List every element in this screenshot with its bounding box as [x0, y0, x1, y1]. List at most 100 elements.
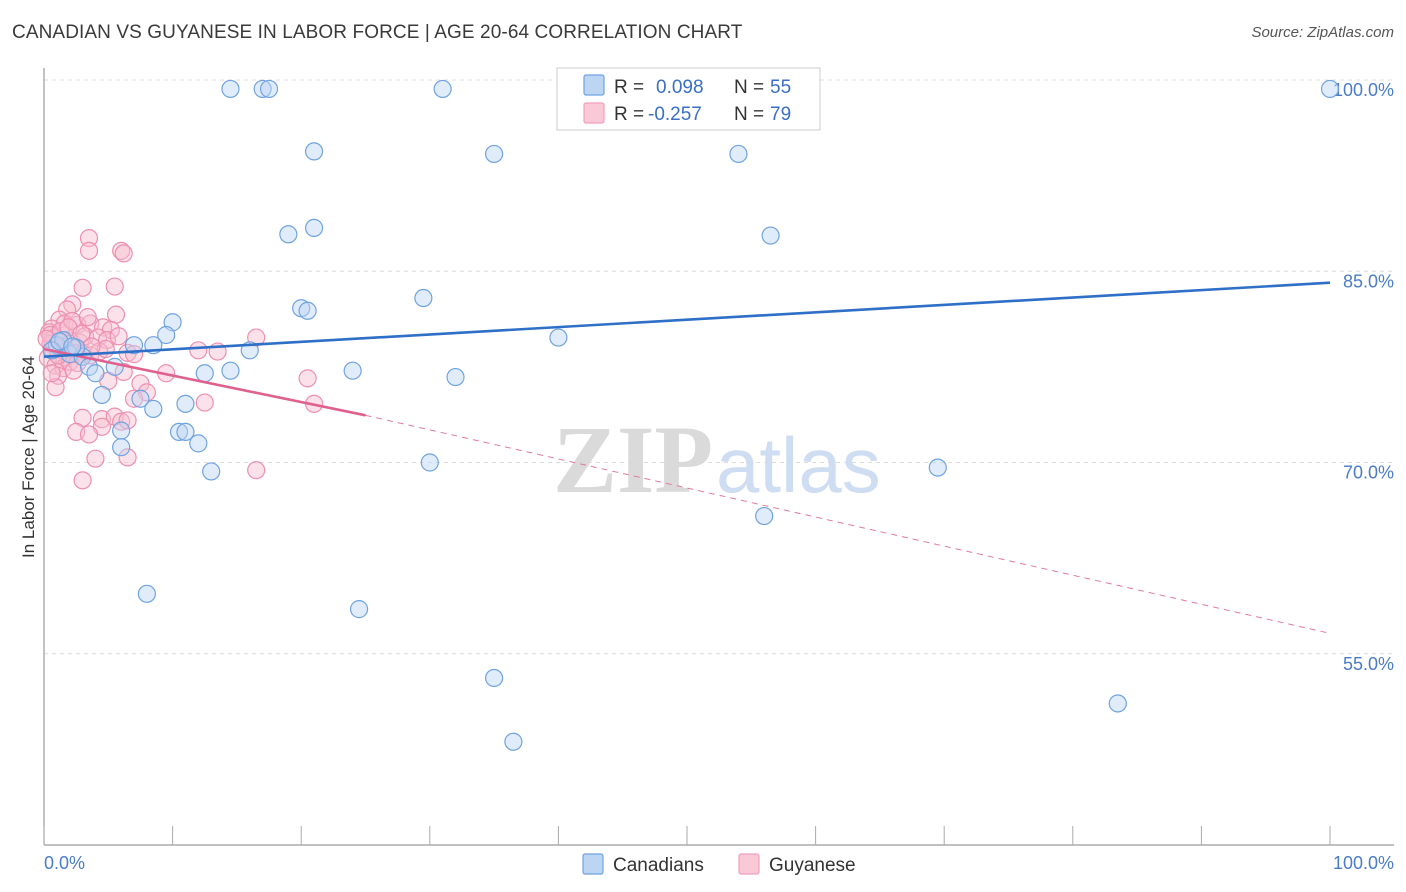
canadians-point-50 — [1108, 694, 1127, 713]
canadians-point-41 — [189, 434, 208, 453]
canadians-point-30 — [195, 364, 214, 383]
canadians-point-6 — [1320, 79, 1340, 99]
legend-n-label-guyanese: N = — [734, 104, 764, 125]
guyanese-point-61 — [86, 449, 105, 468]
x-axis-ticks — [43, 826, 1331, 845]
guyanese-point-8 — [106, 305, 126, 324]
legend-r-value-guyanese: -0.257 — [648, 104, 702, 125]
canadians-point-15 — [414, 288, 433, 308]
x-tick-label-0: 0.0% — [44, 853, 85, 873]
guyanese-point-51 — [195, 393, 214, 412]
canadians-point-35 — [131, 389, 150, 408]
y-axis-label: In Labor Force | Age 20-64 — [19, 356, 38, 558]
bottom-legend-swatch-guyanese — [738, 853, 760, 875]
canadians-point-1 — [253, 79, 272, 99]
guyanese-trend-line — [43, 347, 366, 417]
canadians-point-34 — [92, 385, 111, 405]
guyanese-point-7 — [58, 300, 77, 319]
canadians-point-17 — [157, 325, 176, 345]
y-tick-label-55: 55.0% — [1343, 654, 1394, 674]
canadians-point-29 — [86, 364, 105, 383]
guyanese-point-63 — [247, 461, 266, 480]
series-legend: Canadians Guyanese — [582, 853, 856, 876]
canadians-point-37 — [144, 399, 163, 419]
y-tick-label-100: 100.0% — [1333, 80, 1394, 100]
canadians-point-10 — [279, 225, 298, 244]
canadians-point-24 — [124, 336, 144, 355]
canadians-point-3 — [433, 79, 452, 99]
canadians-point-51 — [504, 732, 523, 751]
series-guyanese-points — [37, 229, 324, 490]
legend-r-label-canadians: R = — [614, 77, 644, 98]
watermark-zip: ZIP — [553, 406, 713, 513]
legend-swatch-canadians — [583, 74, 605, 96]
guyanese-point-58 — [118, 411, 137, 430]
guyanese-point-68 — [78, 308, 97, 327]
guyanese-point-60 — [79, 425, 99, 444]
legend-n-value-canadians: 55 — [770, 77, 791, 98]
canadians-point-38 — [112, 421, 131, 440]
guyanese-point-77 — [109, 327, 128, 346]
guyanese-point-1 — [79, 241, 99, 260]
canadians-point-0 — [221, 79, 240, 99]
canadians-trend-line — [43, 281, 1331, 358]
canadians-point-46 — [755, 506, 774, 526]
guyanese-point-64 — [73, 471, 92, 490]
guyanese-point-48 — [298, 369, 317, 388]
canadians-point-2 — [259, 79, 279, 99]
guyanese-point-78 — [42, 364, 61, 383]
guyanese-point-5 — [73, 278, 92, 297]
guyanese-point-72 — [114, 362, 133, 382]
guyanese-point-71 — [72, 324, 91, 343]
canadians-point-33 — [446, 367, 465, 387]
canadians-point-48 — [349, 600, 369, 619]
guyanese-point-2 — [112, 241, 131, 260]
canadians-point-45 — [928, 458, 947, 477]
legend-swatch-guyanese — [583, 102, 605, 124]
watermark: ZIP atlas — [553, 406, 881, 513]
bottom-legend-label-canadians: Canadians — [613, 855, 704, 876]
canadians-point-49 — [485, 668, 504, 688]
canadians-point-43 — [202, 462, 221, 481]
canadians-point-39 — [169, 422, 189, 441]
canadians-point-47 — [137, 584, 156, 603]
x-tick-label-100: 100.0% — [1333, 853, 1394, 873]
guyanese-point-4 — [105, 277, 124, 296]
canadians-point-31 — [221, 361, 240, 380]
y-tick-label-70: 70.0% — [1343, 463, 1394, 483]
guyanese-point-62 — [118, 448, 137, 467]
canadians-point-18 — [549, 328, 568, 347]
canadians-point-40 — [176, 422, 195, 441]
y-tick-label-85: 85.0% — [1343, 271, 1394, 291]
legend-r-value-canadians: 0.098 — [656, 77, 704, 98]
canadians-point-7 — [304, 142, 324, 161]
watermark-atlas: atlas — [716, 421, 881, 509]
canadians-point-11 — [304, 218, 324, 237]
guyanese-point-50 — [124, 389, 144, 408]
canadians-point-42 — [112, 438, 131, 457]
legend-n-value-guyanese: 79 — [770, 104, 791, 125]
stats-legend: R = 0.098 N = 55 R = -0.257 N = 79 — [556, 67, 821, 131]
guyanese-point-39 — [46, 378, 65, 397]
y-tick-labels: 55.0% 70.0% 85.0% 100.0% — [1333, 80, 1394, 674]
gridlines — [44, 79, 1394, 655]
guyanese-point-3 — [114, 244, 133, 263]
canadians-point-27 — [105, 357, 124, 376]
guyanese-point-0 — [79, 229, 99, 248]
canadians-point-36 — [176, 394, 195, 413]
canadians-point-9 — [729, 144, 748, 164]
canadians-point-32 — [343, 361, 362, 380]
source-credit: Source: ZipAtlas.com — [1251, 24, 1394, 41]
canadians-point-14 — [298, 301, 317, 320]
chart-title: CANADIAN VS GUYANESE IN LABOR FORCE | AG… — [12, 22, 743, 43]
bottom-legend-swatch-canadians — [582, 853, 604, 875]
canadians-point-8 — [485, 144, 504, 164]
bottom-legend-label-guyanese: Guyanese — [769, 855, 856, 876]
guyanese-point-41 — [131, 374, 150, 393]
legend-r-label-guyanese: R = — [614, 104, 644, 125]
canadians-point-12 — [761, 226, 780, 245]
guyanese-point-44 — [189, 341, 208, 360]
canadians-point-44 — [420, 453, 439, 472]
legend-n-label-canadians: N = — [734, 77, 764, 98]
